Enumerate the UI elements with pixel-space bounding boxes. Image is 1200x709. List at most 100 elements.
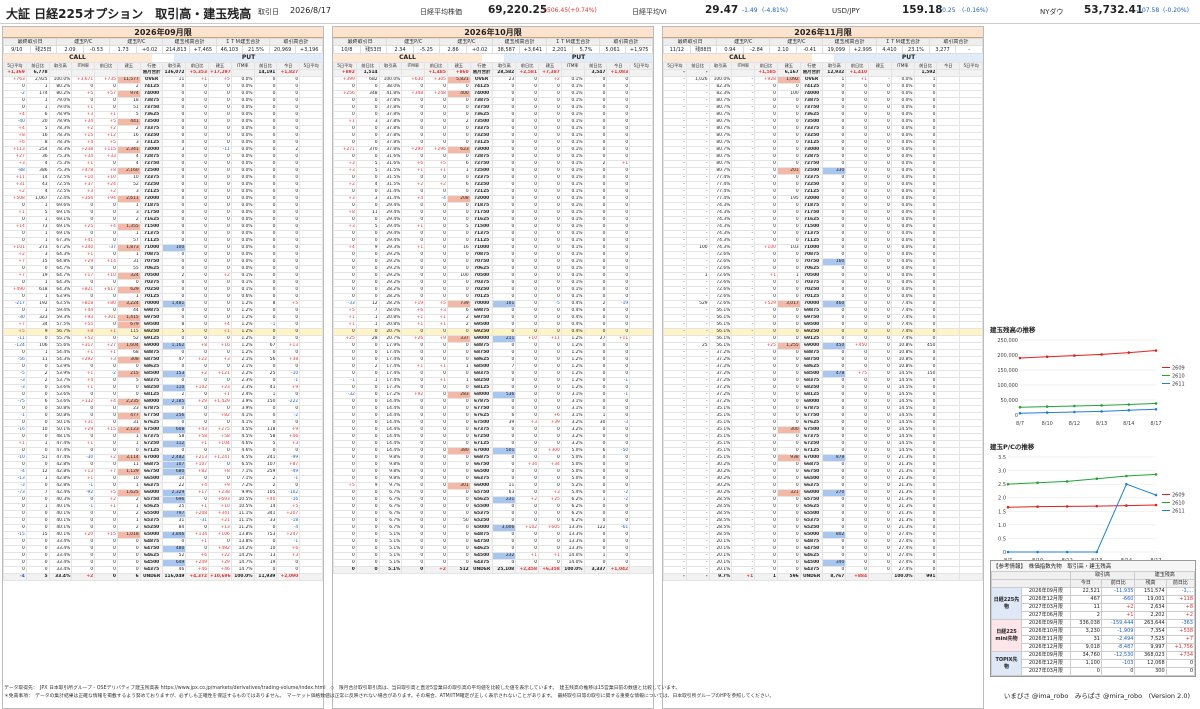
table-cell: - (731, 405, 756, 413)
table-cell: 0 (424, 272, 448, 280)
summary-header: 取引高合計 (928, 38, 983, 46)
table-cell (629, 538, 653, 546)
summary-value: +0.02 (465, 45, 494, 54)
table-cell: +508 (3, 195, 27, 203)
table-cell: +4 (71, 139, 96, 147)
table-cell: +8 (208, 468, 232, 476)
table-cell: 0 (868, 412, 892, 420)
summary-value: +7,465 (189, 45, 217, 54)
table-cell: +1 (185, 503, 210, 511)
table-cell: 324 (116, 272, 141, 280)
ref-h-oi: 建玉残高 (1134, 571, 1195, 580)
table-cell: +1 (333, 321, 357, 329)
table-cell: 0 (401, 174, 426, 182)
table-cell: 0 (776, 552, 801, 560)
table-cell: 0 (776, 524, 801, 532)
table-row: 0 0 33.4% 0 0 0 64375 46 +46 +46 14.7% 0 0 (3, 566, 323, 574)
table-cell: 0 (845, 419, 870, 427)
table-cell: 0 (845, 300, 870, 308)
table-cell: 0 (913, 524, 938, 532)
table-cell: 0 (71, 293, 96, 301)
table-cell: 348 (355, 90, 380, 98)
table-cell: 100.0% (560, 566, 585, 574)
table-cell: 70625 (799, 265, 824, 273)
table-cell: 116,049 (162, 573, 187, 581)
table-cell: +1 (424, 321, 448, 329)
table-cell: 0 (913, 195, 938, 203)
table-cell: +1 (71, 349, 96, 357)
table-cell: 0 (401, 370, 426, 378)
table-cell: +1,241 (208, 454, 232, 462)
table-cell: 0 (276, 328, 301, 336)
table-cell: 0 (333, 342, 357, 350)
table-cell: 0 (754, 482, 778, 490)
ref-cell: 9,997 (1134, 643, 1167, 652)
table-cell: 0 (162, 104, 187, 112)
table-row: -5 2 53.9% +1 -2 215 68500 153 +2 +121 2.2% 25 -10 (3, 370, 323, 378)
table-cell: - (663, 314, 687, 322)
table-cell: 2.4% (230, 391, 255, 399)
table-cell (299, 552, 323, 560)
table-cell: 0 (822, 321, 847, 329)
table-cell: 0 (424, 125, 448, 133)
vi-pct: (-4.81%) (762, 7, 788, 14)
table-cell: - (685, 461, 710, 469)
table-cell: 0 (606, 195, 631, 203)
table-cell: 0 (401, 272, 426, 280)
table-cell: 17.3% (378, 384, 403, 392)
table-cell: 0 (583, 377, 608, 385)
table-cell: 0 (776, 482, 801, 490)
table-cell (299, 328, 323, 336)
table-cell: 11 (492, 482, 517, 490)
table-cell: 0 (913, 146, 938, 154)
table-cell: 0.0% (230, 97, 255, 105)
table-cell: 0 (754, 405, 778, 413)
put-label: PUT (174, 54, 323, 62)
table-cell: - (663, 321, 687, 329)
table-cell: 67.2% (48, 244, 73, 252)
table-cell: 71875 (139, 202, 164, 210)
table-cell: 71500 (139, 223, 164, 231)
table-cell (959, 202, 983, 210)
table-cell: 1 (446, 377, 471, 385)
table-cell: +478 (71, 167, 96, 175)
table-cell: 2 (276, 146, 301, 154)
ref-row: TOPIX先物 2026年09月限 34,760 -12,530 368,023 +734 (991, 651, 1196, 676)
table-cell (299, 97, 323, 105)
table-cell: 37.2% (708, 398, 733, 406)
table-cell: 0 (822, 230, 847, 238)
table-cell: 80.7% (708, 153, 733, 161)
table-cell: 70375 (469, 279, 494, 287)
table-cell: - (685, 139, 710, 147)
table-cell (629, 426, 653, 434)
table-cell: 67750 (469, 405, 494, 413)
ref-cell: 2026年12月限 (1021, 595, 1071, 604)
table-cell: 0 (606, 265, 631, 273)
table-cell: 0 (492, 475, 517, 483)
table-cell: 0 (515, 244, 540, 252)
table-cell: 75.3% (48, 167, 73, 175)
table-cell: 42.8% (48, 461, 73, 469)
table-cell: +1,827 (276, 69, 301, 77)
table-cell: +1 (333, 314, 357, 322)
table-cell: 41 (253, 384, 278, 392)
table-cell: 4.6% (230, 447, 255, 455)
table-cell: 64500 (139, 559, 164, 567)
table-cell: UNDER (139, 573, 164, 581)
table-cell: 64375 (799, 566, 824, 574)
table-cell: 0.0% (230, 237, 255, 245)
table-cell: - (663, 356, 687, 364)
table-cell: +928 (754, 76, 778, 84)
table-cell: 0 (185, 321, 210, 329)
table-cell: 5 (25, 209, 50, 217)
table-cell: 30 (583, 419, 608, 427)
table-cell: - (731, 307, 756, 315)
table-cell: 56.1% (708, 314, 733, 322)
table-cell: 69.6% (48, 202, 73, 210)
table-cell (959, 167, 983, 175)
table-row: +101 273 67.2% +240 -37 1,873 71000 100 0 0 0.0% 0 0 (3, 244, 323, 252)
table-cell: 0.4% (560, 307, 585, 315)
table-cell: 0 (185, 363, 210, 371)
table-cell: 21.3% (890, 482, 915, 490)
table-row: +14 73 69.1% +25 +4 1,355 71500 0 0 0 0.0% 0 0 (3, 223, 323, 231)
